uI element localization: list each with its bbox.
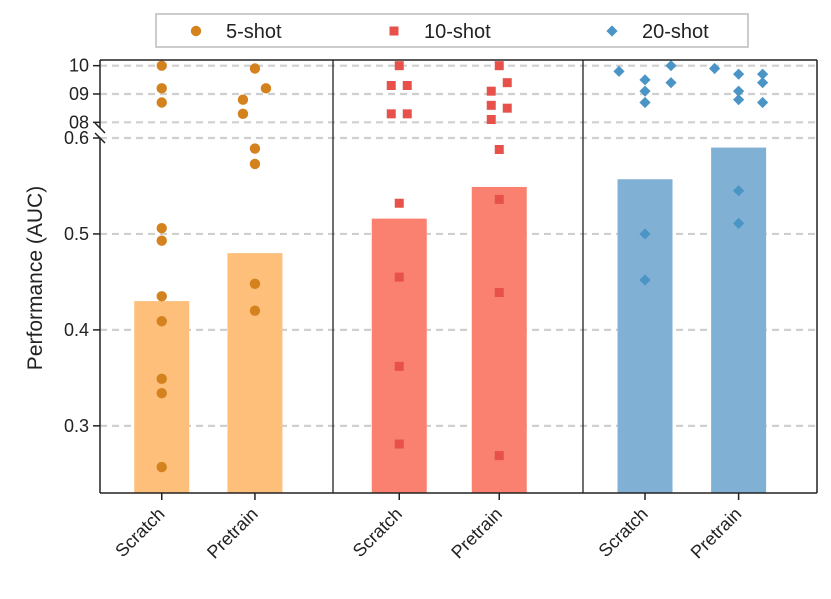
point-10-shot-Scratch [394, 439, 404, 449]
point-20-shot-Scratch [665, 60, 677, 72]
point-20-shot-Scratch [639, 228, 651, 240]
point-20-shot-Scratch [639, 74, 651, 86]
legend: 5-shot 10-shot 20-shot [155, 13, 749, 48]
point-5-shot-Pretrain [249, 143, 261, 154]
bar-10-shot-Pretrain [471, 186, 527, 493]
point-20-shot-Scratch [613, 65, 625, 77]
bars [134, 147, 767, 493]
bar-5-shot-Pretrain [227, 253, 283, 493]
point-10-shot-Scratch [402, 81, 412, 90]
y-axis-title: Performance (AUC) [24, 186, 47, 370]
point-10-shot-Pretrain [494, 451, 504, 461]
point-20-shot-Pretrain [733, 68, 745, 80]
point-20-shot-Pretrain [733, 185, 745, 197]
point-10-shot-Pretrain [494, 145, 504, 155]
legend-marker-20-shot [606, 25, 618, 37]
x-tick-label: Pretrain [687, 504, 746, 563]
point-10-shot-Scratch [394, 361, 404, 371]
legend-label-10-shot: 10-shot [424, 21, 491, 43]
legend-box [155, 13, 749, 48]
x-tick-label: Scratch [595, 504, 652, 561]
y-tick-label: 10 [69, 56, 89, 76]
point-5-shot-Pretrain [237, 108, 249, 120]
point-5-shot-Scratch [156, 83, 167, 94]
point-5-shot-Scratch [156, 291, 167, 302]
point-10-shot-Pretrain [486, 100, 496, 110]
point-5-shot-Scratch [156, 222, 167, 234]
point-5-shot-Scratch [156, 461, 167, 473]
point-10-shot-Pretrain [486, 86, 496, 96]
point-20-shot-Pretrain [733, 85, 745, 97]
point-20-shot-Pretrain [757, 77, 769, 89]
x-tick-label: Pretrain [447, 504, 506, 563]
point-5-shot-Scratch [156, 373, 167, 385]
point-5-shot-Pretrain [260, 83, 272, 94]
y-tick-label: 0.4 [64, 320, 89, 340]
bar-10-shot-Scratch [371, 218, 427, 493]
point-20-shot-Scratch [639, 274, 651, 286]
x-tick-label: Scratch [349, 504, 406, 561]
point-10-shot-Pretrain [494, 194, 504, 204]
point-20-shot-Pretrain [709, 62, 721, 75]
x-tick-label: Pretrain [203, 504, 262, 563]
axis-break-mark [94, 122, 106, 134]
point-20-shot-Scratch [665, 77, 677, 89]
point-5-shot-Pretrain [249, 63, 261, 74]
legend-marker-10-shot [389, 26, 399, 36]
point-5-shot-Scratch [156, 316, 167, 327]
bar-20-shot-Pretrain [711, 147, 767, 493]
legend-label-20-shot: 20-shot [642, 21, 709, 43]
gridlines [100, 64, 817, 427]
point-10-shot-Pretrain [502, 103, 512, 113]
point-10-shot-Scratch [394, 272, 404, 282]
point-5-shot-Scratch [156, 235, 167, 246]
point-5-shot-Pretrain [249, 158, 261, 170]
point-10-shot-Scratch [402, 109, 412, 119]
y-tick-label: 09 [69, 84, 89, 104]
point-5-shot-Scratch [156, 388, 167, 399]
point-5-shot-Scratch [156, 60, 167, 71]
point-5-shot-Scratch [156, 97, 167, 108]
y-tick-label: 08 [69, 112, 89, 132]
point-5-shot-Pretrain [249, 305, 261, 316]
point-5-shot-Pretrain [249, 278, 261, 290]
legend-marker-5-shot [190, 25, 202, 37]
point-20-shot-Pretrain [757, 68, 769, 80]
point-10-shot-Pretrain [502, 78, 512, 88]
point-20-shot-Scratch [639, 85, 651, 97]
point-10-shot-Scratch [394, 61, 404, 71]
y-tick-label: 0.5 [64, 224, 89, 244]
point-20-shot-Pretrain [733, 217, 745, 229]
point-20-shot-Pretrain [733, 94, 745, 106]
point-10-shot-Scratch [386, 81, 396, 90]
y-tick-label: 0.3 [64, 416, 89, 436]
point-5-shot-Pretrain [237, 94, 249, 105]
legend-label-5-shot: 5-shot [226, 21, 282, 43]
point-10-shot-Scratch [386, 109, 396, 119]
x-tick-label: Scratch [111, 504, 168, 561]
point-20-shot-Scratch [639, 96, 651, 109]
point-10-shot-Pretrain [486, 115, 496, 124]
y-tick-label: 0.6 [64, 128, 89, 148]
points [156, 60, 769, 473]
axes-frame [94, 59, 818, 494]
point-20-shot-Pretrain [757, 96, 769, 109]
bar-20-shot-Scratch [617, 179, 673, 493]
point-10-shot-Pretrain [494, 287, 504, 297]
point-10-shot-Pretrain [494, 61, 504, 71]
point-10-shot-Scratch [394, 198, 404, 208]
